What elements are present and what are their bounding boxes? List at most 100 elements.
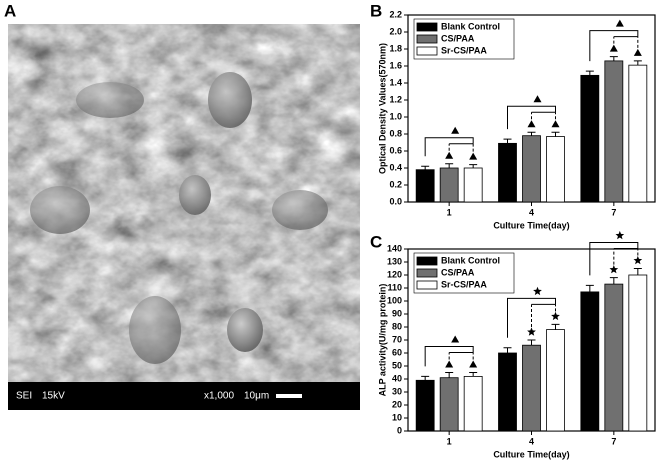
bar (580, 291, 600, 432)
significance-marker (633, 255, 643, 265)
y-tick-label: 50 (392, 360, 402, 370)
significance-marker (533, 286, 542, 296)
bar (439, 167, 459, 203)
y-tick-label: 100 (387, 295, 402, 305)
y-tick-label: 1.2 (389, 94, 402, 104)
bar (546, 136, 565, 203)
significance-bracket (589, 242, 639, 276)
y-tick-label: 90 (392, 308, 402, 318)
error-bar (551, 131, 560, 137)
significance-bracket (507, 297, 556, 338)
significance-bracket (589, 30, 639, 62)
error-bar (585, 284, 594, 292)
error-bar (503, 347, 512, 353)
y-tick-label: 2.0 (389, 26, 402, 36)
error-bar (551, 323, 560, 330)
y-tick-label: 60 (392, 347, 402, 357)
y-tick-label: 130 (387, 256, 402, 266)
y-tick-label: 120 (387, 269, 402, 279)
x-tick-label: 4 (529, 436, 534, 446)
bar (498, 352, 517, 432)
significance-marker (527, 120, 536, 128)
sem-info: 15kV (42, 391, 65, 402)
significance-marker (469, 152, 478, 160)
error-bar (609, 277, 618, 285)
significance-marker (551, 120, 560, 128)
x-tick-label: 7 (611, 207, 616, 217)
panel-label: C (370, 232, 382, 251)
error-bar (469, 164, 478, 168)
y-tick-label: 1.0 (389, 111, 402, 121)
significance-bracket (507, 105, 556, 130)
x-tick-label: 7 (611, 436, 616, 446)
significance-marker (527, 327, 536, 336)
significance-marker (469, 360, 478, 368)
y-tick-label: 0.2 (389, 179, 402, 189)
y-tick-label: 1.6 (389, 60, 402, 70)
significance-bracket (424, 137, 474, 157)
y-tick-label: 20 (392, 399, 402, 409)
legend-label: Sr-CS/PAA (441, 45, 487, 55)
sem-info: x1,000 (204, 391, 234, 402)
sem-image (8, 24, 360, 410)
bar (546, 329, 565, 432)
error-bar (633, 60, 642, 66)
y-tick-label: 1.4 (389, 77, 402, 87)
bar (628, 64, 648, 203)
y-tick-label: 10 (392, 412, 402, 422)
y-tick-label: 110 (387, 282, 402, 292)
sem-info: SEI (16, 391, 32, 402)
error-bar (421, 375, 430, 381)
significance-marker (551, 311, 560, 321)
legend-swatch (416, 34, 438, 44)
legend-swatch (416, 46, 438, 56)
significance-marker (615, 19, 624, 27)
legend-label: CS/PAA (441, 267, 475, 277)
significance-marker (609, 265, 619, 274)
error-bar (445, 163, 454, 168)
legend-swatch (416, 256, 438, 266)
bar (415, 169, 435, 203)
bar (522, 344, 541, 432)
bar (463, 167, 483, 203)
significance-marker (451, 126, 460, 134)
x-axis-title: Culture Time(day) (493, 449, 569, 459)
error-bar (421, 165, 430, 170)
bar (498, 142, 517, 203)
error-bar (585, 70, 594, 76)
y-tick-label: 2.2 (389, 9, 402, 19)
y-tick-label: 1.8 (389, 43, 402, 53)
legend-swatch (416, 268, 438, 278)
error-bar (527, 131, 536, 136)
y-tick-label: 140 (387, 243, 402, 253)
x-tick-label: 1 (447, 436, 452, 446)
error-bar (633, 268, 642, 275)
y-tick-label: 0.0 (389, 196, 402, 206)
significance-marker (445, 360, 454, 368)
x-axis-title: Culture Time(day) (493, 220, 569, 230)
significance-marker (445, 151, 454, 159)
legend-label: Blank Control (441, 21, 500, 31)
legend-label: Sr-CS/PAA (441, 279, 487, 289)
y-tick-label: 0.6 (389, 145, 402, 155)
error-bar (445, 372, 454, 378)
y-tick-label: 40 (392, 373, 402, 383)
significance-marker (633, 48, 642, 56)
bar (415, 379, 435, 432)
significance-marker (533, 95, 542, 103)
error-bar (503, 138, 512, 144)
y-axis-title: Optical Density Values(570nm) (377, 43, 387, 174)
y-tick-label: 0.4 (389, 162, 402, 172)
y-axis-title: ALP activity(U/mg protein) (377, 284, 387, 397)
x-tick-label: 4 (529, 207, 534, 217)
bar (463, 375, 483, 432)
y-tick-label: 30 (392, 386, 402, 396)
significance-marker (609, 44, 618, 52)
bar (604, 283, 624, 432)
bar (522, 135, 541, 203)
panel-label: A (4, 1, 16, 20)
sem-info: 10μm (244, 391, 269, 402)
bar (604, 60, 624, 203)
legend-label: Blank Control (441, 255, 500, 265)
